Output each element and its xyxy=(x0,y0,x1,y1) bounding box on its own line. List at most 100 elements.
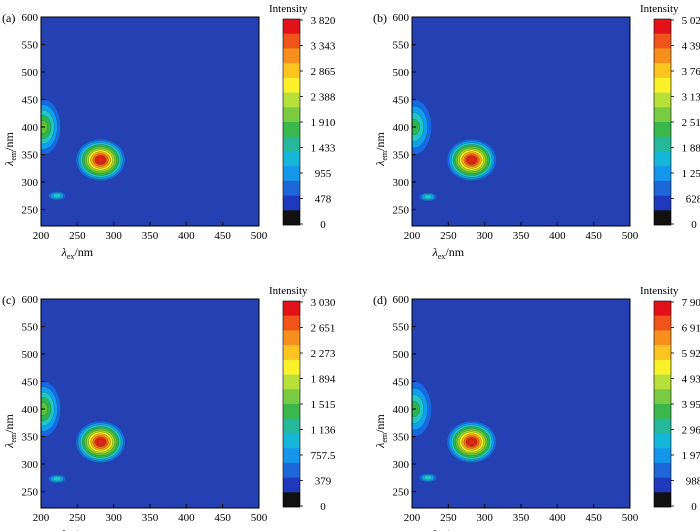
colorbar-segment xyxy=(654,404,671,420)
colorbar-segment xyxy=(283,166,300,182)
y-tick-label: 500 xyxy=(393,67,410,79)
plot-background xyxy=(41,299,259,508)
colorbar-tick-label: 379 xyxy=(315,476,332,488)
x-tick-label: 450 xyxy=(585,512,602,524)
colorbar-segment xyxy=(654,462,671,478)
colorbar-segment xyxy=(283,433,300,449)
y-tick-label: 400 xyxy=(393,122,410,134)
y-axis-label: λem/nm xyxy=(373,132,389,167)
colorbar-tick-label: 3 030 xyxy=(311,297,336,309)
colorbar-tick-label: 6 913 xyxy=(682,323,700,335)
x-tick-label: 350 xyxy=(142,512,159,524)
y-tick-label: 500 xyxy=(22,349,39,361)
x-tick-label: 200 xyxy=(404,512,421,524)
y-tick-label: 300 xyxy=(22,177,39,189)
colorbar-segment xyxy=(283,389,300,405)
colorbar-tick-label: 3 138 xyxy=(682,92,700,104)
colorbar-title: Intensity xyxy=(640,3,679,15)
y-tick-label: 400 xyxy=(22,122,39,134)
colorbar-tick-label: 757.5 xyxy=(311,450,336,462)
x-tick-label: 250 xyxy=(69,512,86,524)
colorbar-title: Intensity xyxy=(269,3,308,15)
x-tick-label: 450 xyxy=(585,230,602,242)
x-axis-label: λex/nm xyxy=(432,527,465,531)
eem-panel-4: 200 250 300 350 400 450 500 250 300 350 400 450 500 5… xyxy=(373,285,700,531)
panel-label: (a) xyxy=(2,11,15,25)
colorbar-segment xyxy=(283,404,300,420)
contour-level xyxy=(423,475,433,481)
colorbar-segment xyxy=(654,19,671,35)
contour-level xyxy=(423,194,433,200)
colorbar-segment xyxy=(654,180,671,196)
contour-level xyxy=(96,156,105,164)
contour-level xyxy=(52,193,62,199)
y-axis-label: λem/nm xyxy=(2,132,18,167)
colorbar-tick-label: 3 950 xyxy=(682,399,700,411)
colorbar-title: Intensity xyxy=(269,285,308,297)
colorbar-tick-label: 0 xyxy=(691,501,697,513)
colorbar-segment xyxy=(654,315,671,331)
x-tick-label: 350 xyxy=(142,230,159,242)
y-tick-label: 300 xyxy=(22,459,39,471)
contour-area xyxy=(41,99,126,201)
colorbar-segment xyxy=(654,107,671,123)
colorbar-segment xyxy=(283,210,300,226)
colorbar-segment xyxy=(654,345,671,361)
colorbar-segment xyxy=(654,151,671,167)
colorbar-segment xyxy=(283,359,300,375)
x-tick-label: 250 xyxy=(440,230,457,242)
colorbar-segment xyxy=(283,301,300,317)
y-tick-label: 400 xyxy=(22,404,39,416)
colorbar-tick-label: 3 343 xyxy=(311,41,336,53)
colorbar-tick-label: 7 900 xyxy=(682,297,700,309)
colorbar-tick-label: 1 433 xyxy=(311,143,336,155)
y-tick-label: 350 xyxy=(393,150,410,162)
plot-background xyxy=(41,17,259,226)
y-tick-label: 500 xyxy=(393,349,410,361)
y-tick-label: 550 xyxy=(22,322,39,334)
colorbar-segment xyxy=(654,33,671,49)
colorbar-tick-label: 5 925 xyxy=(682,348,700,360)
colorbar-segment xyxy=(654,136,671,152)
x-tick-label: 350 xyxy=(513,512,530,524)
x-tick-label: 500 xyxy=(622,230,639,242)
colorbar-segment xyxy=(283,92,300,108)
colorbar-segment xyxy=(654,48,671,64)
x-tick-label: 250 xyxy=(440,512,457,524)
x-tick-label: 500 xyxy=(622,512,639,524)
x-tick-label: 400 xyxy=(178,230,195,242)
x-tick-label: 200 xyxy=(33,230,50,242)
colorbar-segment xyxy=(283,418,300,434)
colorbar-segment xyxy=(283,122,300,138)
colorbar-segment xyxy=(654,301,671,317)
x-tick-label: 350 xyxy=(513,230,530,242)
colorbar-segment xyxy=(654,477,671,493)
colorbar-tick-label: 1 515 xyxy=(311,399,336,411)
colorbar-segment xyxy=(654,433,671,449)
colorbar-segment xyxy=(654,166,671,182)
y-tick-label: 450 xyxy=(22,95,39,107)
x-tick-label: 450 xyxy=(214,230,231,242)
y-tick-label: 600 xyxy=(393,294,410,306)
x-tick-label: 500 xyxy=(251,512,268,524)
y-tick-label: 350 xyxy=(393,432,410,444)
x-tick-label: 250 xyxy=(69,230,86,242)
x-axis-label: λex/nm xyxy=(432,245,465,261)
colorbar-tick-label: 3 820 xyxy=(311,15,336,27)
y-tick-label: 400 xyxy=(393,404,410,416)
x-tick-label: 300 xyxy=(105,230,122,242)
colorbar-tick-label: 2 865 xyxy=(311,66,336,78)
panel-label: (b) xyxy=(373,11,387,25)
colorbar-tick-label: 955 xyxy=(315,168,332,180)
contour-level xyxy=(52,476,62,482)
x-axis-label: λex/nm xyxy=(61,527,94,531)
colorbar-tick-label: 0 xyxy=(320,219,326,231)
x-tick-label: 400 xyxy=(178,512,195,524)
colorbar-segment xyxy=(283,180,300,196)
colorbar-segment xyxy=(654,77,671,93)
colorbar-segment xyxy=(283,19,300,35)
